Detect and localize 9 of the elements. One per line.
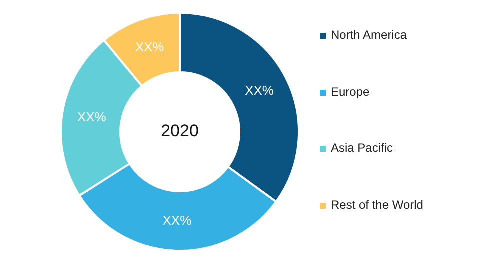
legend-label: Asia Pacific — [331, 141, 394, 156]
legend-label: Europe — [331, 84, 371, 100]
legend-label: North America — [331, 28, 408, 43]
data-label: XX% — [162, 212, 192, 228]
legend-label: Rest of the World — [331, 198, 424, 212]
data-label: XX% — [77, 110, 107, 125]
data-label: XX% — [245, 83, 274, 98]
text: 2020 — [161, 122, 199, 141]
data-label: XX% — [135, 40, 165, 55]
